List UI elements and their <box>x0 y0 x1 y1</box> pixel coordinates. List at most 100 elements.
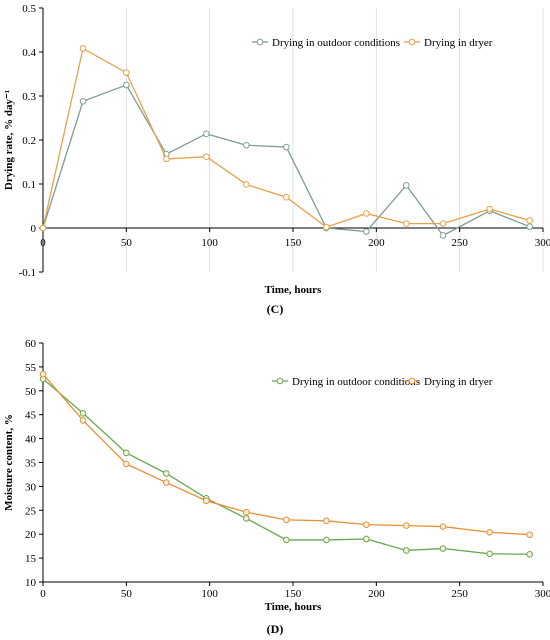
x-axis-title: Time, hours <box>265 601 322 613</box>
data-point <box>323 536 330 544</box>
legend-item: Drying in outdoor conditions <box>252 37 400 49</box>
data-point <box>403 220 410 227</box>
data-point <box>323 517 330 525</box>
series-line <box>42 84 530 237</box>
x-tick-labels: 0 50 100 150 200 250 300 <box>40 237 550 249</box>
y-tick-label: 10 <box>25 577 37 589</box>
y-tick-label: -0.1 <box>19 267 36 279</box>
legend-item: Drying in outdoor conditions <box>272 376 420 388</box>
data-point <box>79 417 87 424</box>
x-axis-title: Time, hours <box>265 284 322 296</box>
data-point <box>203 497 210 505</box>
legend: Drying in outdoor conditions Drying in dr… <box>272 376 493 388</box>
data-point <box>526 217 533 224</box>
x-tick-label: 50 <box>121 237 133 249</box>
data-point <box>243 508 250 516</box>
legend-swatch-marker <box>256 38 264 46</box>
series-outdoor <box>39 81 533 239</box>
series-dryer <box>39 370 533 538</box>
y-tick-label: 25 <box>25 505 37 517</box>
y-tick-label: 30 <box>25 481 37 493</box>
data-point <box>283 193 290 201</box>
legend-item: Drying in dryer <box>404 376 493 388</box>
data-point <box>79 409 87 417</box>
data-point <box>243 181 250 188</box>
y-tick-label: 0.1 <box>22 179 36 191</box>
x-tick-label: 100 <box>201 237 218 249</box>
data-point <box>283 143 290 151</box>
data-point <box>123 460 130 468</box>
y-tick-label: 0.2 <box>22 135 36 147</box>
data-point <box>363 521 370 528</box>
data-point <box>526 531 533 538</box>
x-tick-label: 200 <box>368 588 385 600</box>
data-point <box>363 535 370 543</box>
data-point <box>363 210 370 217</box>
series-line <box>42 373 530 536</box>
data-point <box>403 522 410 529</box>
series-line <box>42 47 530 229</box>
y-tick-label: 50 <box>25 386 37 398</box>
data-point <box>439 220 447 227</box>
data-point <box>439 232 447 239</box>
y-tick-label: 55 <box>25 362 37 374</box>
y-tick-label: 0.4 <box>22 47 36 59</box>
legend-label: Drying in dryer <box>424 37 493 49</box>
x-tick-label: 150 <box>285 588 302 600</box>
chart-panel-d: 0 50 100 150 200 250 300 10 15 20 25 30 35 40 45 50 55 6… <box>3 338 550 636</box>
series-dryer <box>39 45 533 232</box>
data-point <box>439 545 447 552</box>
panel-label: (D) <box>267 622 284 636</box>
series-layer <box>39 370 533 558</box>
y-tick-label: 0.5 <box>22 3 36 15</box>
y-tick-label: 0.3 <box>22 91 36 103</box>
data-point <box>163 470 170 477</box>
data-point <box>283 516 290 524</box>
data-point <box>163 155 170 163</box>
y-axis-title: Drying rate, % day⁻¹ <box>3 90 15 190</box>
data-point <box>79 97 87 105</box>
data-point <box>39 370 47 378</box>
data-point <box>79 45 87 52</box>
data-point <box>403 547 410 554</box>
legend-label: Drying in dryer <box>424 376 493 388</box>
data-point <box>123 69 130 76</box>
data-point <box>526 223 533 230</box>
x-tick-label: 50 <box>121 588 133 600</box>
x-tick-label: 150 <box>285 237 302 249</box>
data-point <box>526 550 533 558</box>
x-tick-label: 300 <box>535 237 550 249</box>
data-point <box>486 550 493 558</box>
data-point <box>163 479 170 486</box>
legend-item: Drying in dryer <box>404 37 493 49</box>
data-point <box>123 449 130 457</box>
y-tick-label: 45 <box>25 410 37 422</box>
x-tick-label: 0 <box>40 588 46 600</box>
data-point <box>243 141 250 149</box>
chart-panel-c: 0 50 100 150 200 250 300 -0.100.10.20.30.40.5 … <box>3 3 550 316</box>
x-tick-label: 250 <box>451 237 468 249</box>
legend-swatch-marker <box>408 38 416 46</box>
x-tick-label: 0 <box>40 237 46 249</box>
legend: Drying in outdoor conditions Drying in dr… <box>252 37 493 49</box>
y-axis-title: Moisture content, % <box>3 414 15 511</box>
x-tick-label: 250 <box>451 588 468 600</box>
y-tick-label: 15 <box>25 553 37 565</box>
data-point <box>283 536 290 544</box>
y-tick-labels: -0.1 0 0.1 0.2 0.3 0.4 0.5 <box>19 3 37 279</box>
data-point <box>39 224 47 232</box>
x-tick-label: 200 <box>368 237 385 249</box>
y-tick-label: 60 <box>25 338 37 350</box>
legend-swatch-marker <box>276 377 284 385</box>
x-tick-label: 100 <box>201 588 218 600</box>
data-point <box>439 523 447 530</box>
legend-label: Drying in outdoor conditions <box>292 376 420 388</box>
legend-label: Drying in outdoor conditions <box>272 37 400 49</box>
data-point <box>123 81 130 89</box>
y-tick-labels: 10 15 20 25 30 35 40 45 50 55 60 <box>25 338 37 589</box>
data-point <box>403 182 410 189</box>
series-layer <box>39 45 533 239</box>
x-tick-labels: 0 50 100 150 200 250 300 <box>40 588 550 600</box>
data-point <box>203 153 210 161</box>
